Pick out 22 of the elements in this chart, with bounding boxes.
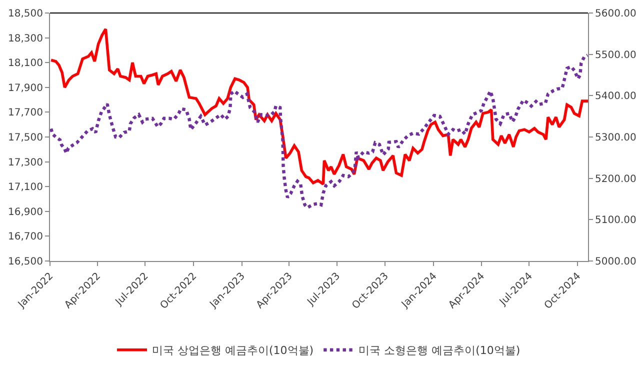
y2-tick-label: 5000.00 <box>595 256 636 268</box>
y2-tick-label: 5200.00 <box>595 174 636 185</box>
y-tick-label: 18,500 <box>8 8 43 20</box>
y-tick-label: 17,700 <box>8 108 43 119</box>
line-series <box>50 28 588 186</box>
y-tick-label: 16,900 <box>8 206 43 218</box>
legend-label: 미국 상업은행 예금추이(10억불) <box>152 344 314 358</box>
y2-tick-label: 5100.00 <box>595 215 636 226</box>
y-tick-label: 16,700 <box>8 232 43 243</box>
y2-tick-label: 5500.00 <box>595 50 636 61</box>
line-series <box>50 54 588 210</box>
y-tick-label: 16,500 <box>8 256 43 268</box>
y2-tick-label: 5300.00 <box>595 132 636 144</box>
y2-tick-label: 5600.00 <box>595 8 636 20</box>
y-tick-label: 17,100 <box>8 182 43 194</box>
y-tick-label: 17,900 <box>8 82 43 94</box>
y-tick-label: 17,300 <box>8 157 43 168</box>
y2-tick-label: 5400.00 <box>595 91 636 102</box>
legend-label: 미국 소형은행 예금추이(10억불) <box>358 344 520 358</box>
y-tick-label: 17,500 <box>8 132 43 144</box>
y-tick-label: 18,100 <box>8 58 43 70</box>
y-tick-label: 18,300 <box>8 33 43 44</box>
